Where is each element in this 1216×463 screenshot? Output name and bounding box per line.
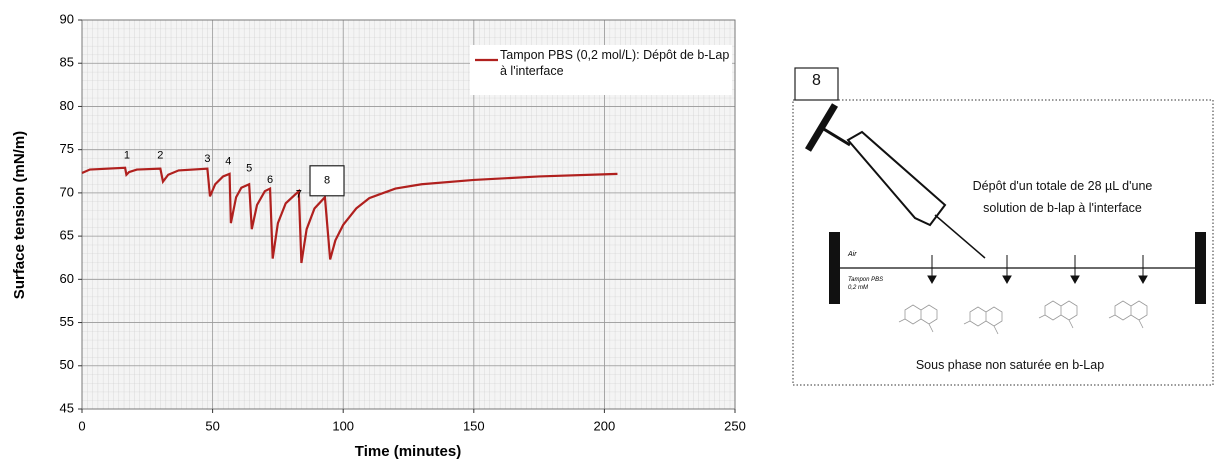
annotation: 8 bbox=[324, 175, 330, 187]
annotation: 1 bbox=[124, 150, 130, 162]
y-tick-label: 90 bbox=[60, 11, 74, 26]
diagram-caption: Dépôt d'un totale de 28 µL d'une solutio… bbox=[972, 179, 1153, 215]
y-axis-title: Surface tension (mN/m) bbox=[11, 131, 28, 299]
molecules bbox=[898, 300, 1148, 335]
annotation: 3 bbox=[204, 153, 210, 165]
x-axis-title: Time (minutes) bbox=[355, 443, 461, 460]
arrows bbox=[927, 255, 1148, 285]
annotation: 6 bbox=[267, 174, 273, 186]
y-tick-label: 55 bbox=[60, 314, 74, 329]
y-tick-label: 80 bbox=[60, 98, 74, 113]
y-tick-label: 50 bbox=[60, 357, 74, 372]
barrier-left bbox=[829, 232, 840, 304]
y-tick-label: 45 bbox=[60, 400, 74, 415]
annotation-box bbox=[309, 165, 345, 197]
legend-label: Tampon PBS (0,2 mol/L): Dépôt de b-Lap à… bbox=[500, 48, 730, 78]
x-tick-label: 50 bbox=[205, 418, 219, 433]
annotation: 4 bbox=[225, 156, 231, 168]
air-label: Air bbox=[848, 251, 857, 258]
annotation: 5 bbox=[246, 163, 252, 175]
y-tick-label: 75 bbox=[60, 141, 74, 156]
annotation: 2 bbox=[157, 150, 163, 162]
y-tick-label: 60 bbox=[60, 271, 74, 286]
legend-box bbox=[470, 45, 732, 95]
annotation: 7 bbox=[296, 189, 302, 201]
step-label: 8 bbox=[812, 72, 821, 89]
x-tick-label: 250 bbox=[724, 418, 746, 433]
x-tick-label: 200 bbox=[594, 418, 616, 433]
buffer-label: Tampon PBS 0,2 mM bbox=[848, 277, 884, 291]
data-line bbox=[81, 166, 618, 264]
step-tab bbox=[794, 67, 839, 101]
x-tick-label: 0 bbox=[78, 418, 85, 433]
x-tick-label: 100 bbox=[332, 418, 354, 433]
y-tick-label: 65 bbox=[60, 228, 74, 243]
y-tick-label: 70 bbox=[60, 184, 74, 199]
y-tick-label: 85 bbox=[60, 55, 74, 70]
barrier-right bbox=[1195, 232, 1206, 304]
subphase-label: Sous phase non saturée en b-Lap bbox=[915, 358, 1105, 372]
syringe bbox=[804, 103, 986, 259]
x-tick-label: 150 bbox=[463, 418, 485, 433]
plot-frame bbox=[81, 19, 736, 410]
